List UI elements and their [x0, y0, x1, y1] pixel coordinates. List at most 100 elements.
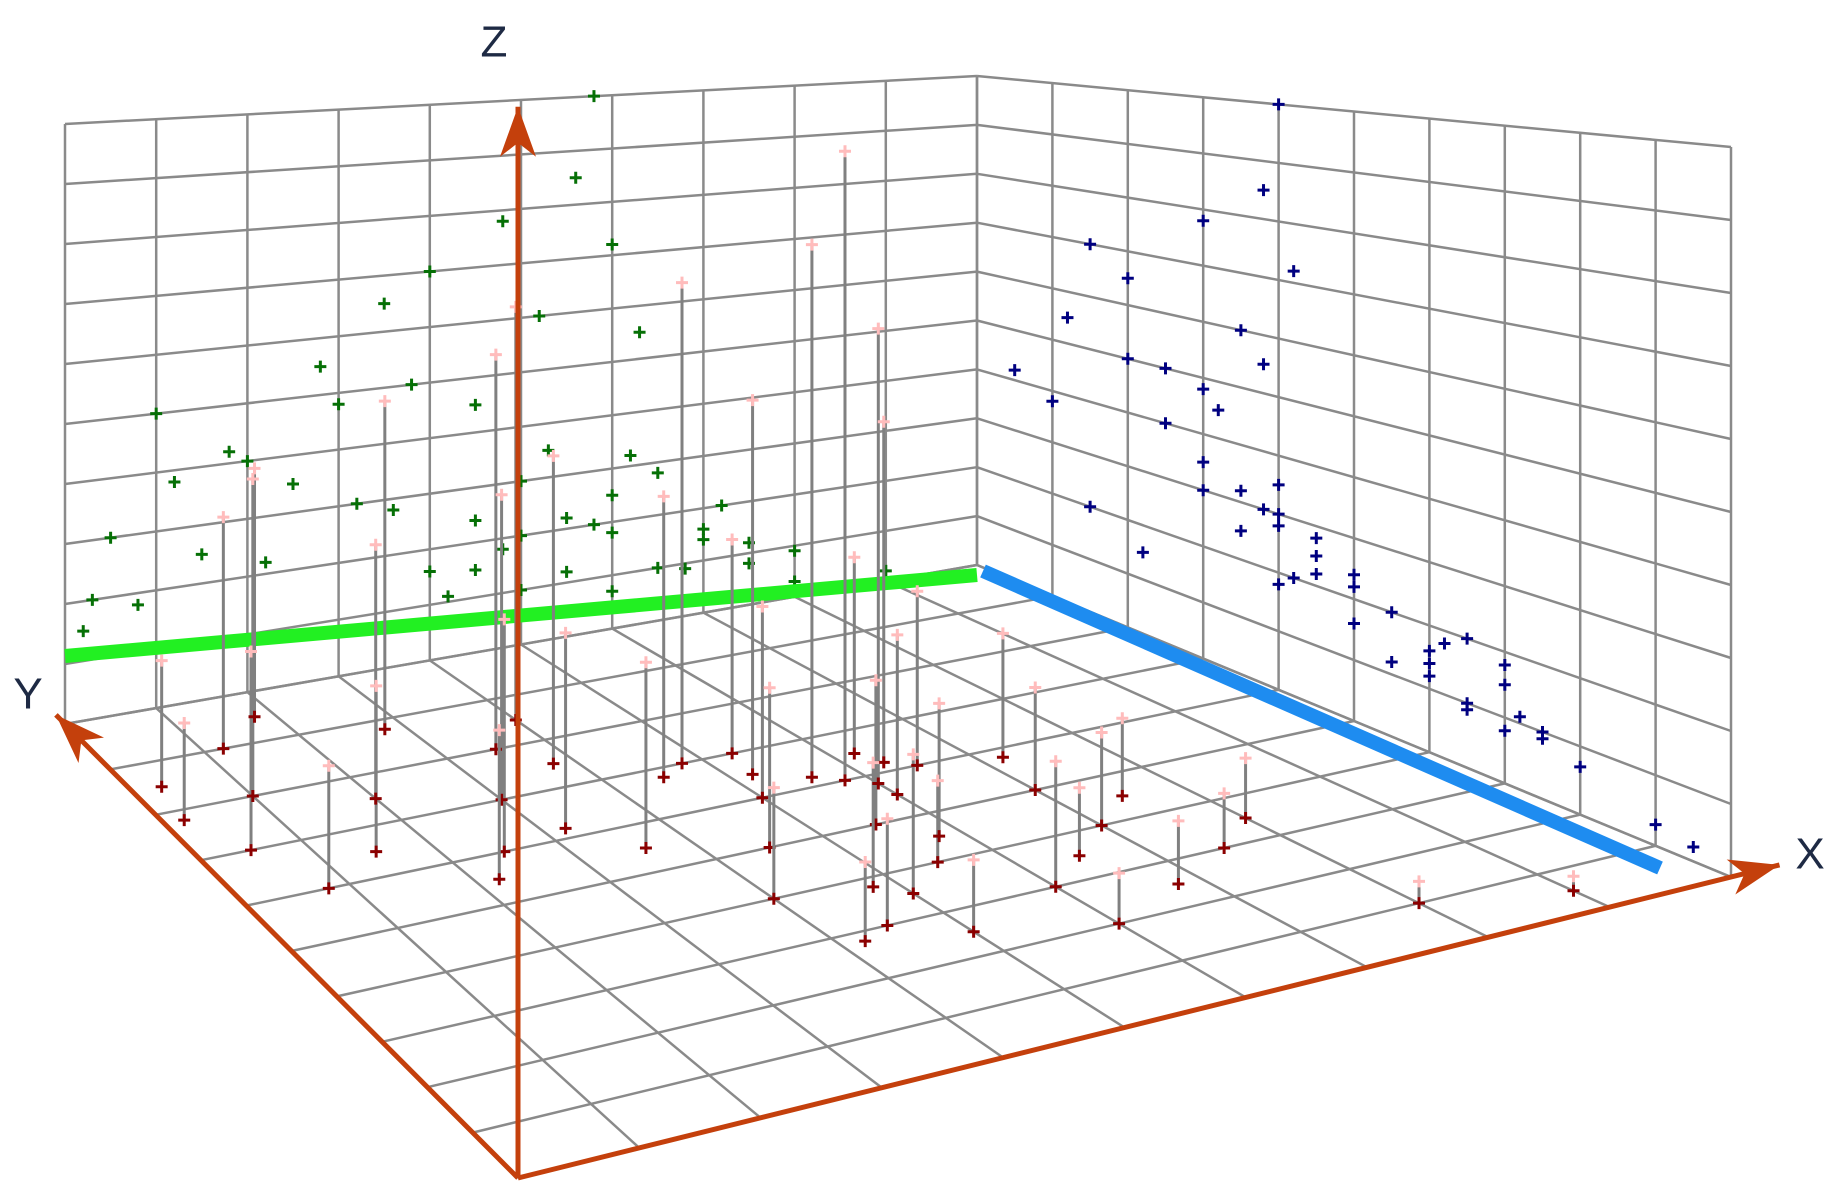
- point: [639, 656, 652, 669]
- wall-projection-point: [1438, 637, 1451, 650]
- wall-projection-point: [1257, 503, 1270, 516]
- wall-grid-line: [976, 466, 1732, 733]
- floor-point: [1095, 819, 1108, 832]
- wall-projection-point: [1310, 550, 1323, 563]
- wall-projection-point: [606, 526, 619, 539]
- floor-point: [155, 780, 168, 793]
- x-axis-label: X: [1795, 830, 1824, 879]
- wall-projection-point: [1234, 324, 1247, 337]
- point: [1095, 726, 1108, 739]
- floor-point: [322, 882, 335, 895]
- point: [493, 724, 506, 737]
- floor-point: [657, 771, 670, 784]
- wall-projection-point: [560, 511, 573, 524]
- floor-grid-line: [381, 782, 1506, 1044]
- wall-grid-line: [976, 172, 1732, 295]
- floor-point: [931, 856, 944, 869]
- point: [1073, 781, 1086, 794]
- point: [498, 613, 511, 626]
- point: [1567, 870, 1580, 883]
- point: [911, 585, 924, 598]
- point: [559, 626, 572, 639]
- wall-projection-point: [150, 407, 163, 420]
- point: [547, 449, 560, 462]
- point: [676, 276, 689, 289]
- point: [891, 628, 904, 641]
- wall-projection-point: [1498, 659, 1511, 672]
- floor-point: [245, 844, 258, 857]
- floor-grid-line: [110, 594, 1053, 771]
- wall-projection-point: [624, 449, 637, 462]
- wall-projection-point: [1272, 519, 1285, 532]
- point: [838, 145, 851, 158]
- wall-projection-point: [1046, 395, 1059, 408]
- wall-projection-point: [350, 497, 363, 510]
- wall-projection-point: [469, 514, 482, 527]
- wall-projection-point: [131, 598, 144, 611]
- wall-projection-point: [1498, 678, 1511, 691]
- wall-projection-point: [405, 378, 418, 391]
- wall-projection-point: [1061, 311, 1074, 324]
- floor-point: [848, 747, 861, 760]
- wall-projections: [77, 90, 1700, 854]
- floor-point: [907, 887, 920, 900]
- point: [996, 627, 1009, 640]
- stems: [155, 151, 1580, 948]
- wall-projection-point: [1649, 818, 1662, 831]
- wall-projection-point: [606, 585, 619, 598]
- point: [657, 490, 670, 503]
- wall-projection-point: [697, 523, 710, 536]
- point: [907, 748, 920, 761]
- wall-projection-point: [1498, 724, 1511, 737]
- floor-point: [676, 757, 689, 770]
- point: [872, 322, 885, 335]
- wall-projection-point: [1121, 352, 1134, 365]
- floor-point: [248, 710, 261, 723]
- y-axis-head: [55, 714, 104, 764]
- floor-point: [1049, 880, 1062, 893]
- wall-grid-line: [64, 368, 978, 486]
- wall-projection-point: [1461, 703, 1474, 716]
- wall-projection-point: [1234, 524, 1247, 537]
- fit-line-green: [64, 568, 978, 663]
- point: [1049, 755, 1062, 768]
- wall-grid-line: [976, 221, 1732, 368]
- wall-projection-point: [378, 297, 391, 310]
- floor-point: [726, 747, 739, 760]
- axes: [54, 106, 1781, 1181]
- y-axis: [54, 713, 520, 1180]
- wall-projection-point: [1385, 606, 1398, 619]
- wall-projection-point: [1257, 184, 1270, 197]
- wall-projection-point: [1687, 841, 1700, 854]
- y-axis-label: Y: [13, 670, 42, 719]
- floor-point: [756, 791, 769, 804]
- floor-point: [369, 792, 382, 805]
- point: [1172, 814, 1185, 827]
- point: [248, 462, 261, 475]
- wall-projection-point: [168, 475, 181, 488]
- fit-line-blue: [980, 564, 1663, 875]
- wall-projection-point: [423, 265, 436, 278]
- point: [245, 645, 258, 658]
- point: [369, 538, 382, 551]
- floor-point: [877, 756, 890, 769]
- floor-point: [872, 777, 885, 790]
- wall-projection-point: [1348, 580, 1360, 593]
- point: [848, 551, 861, 564]
- point: [1239, 752, 1252, 765]
- wall-grid-line: [64, 221, 978, 306]
- wall-projection-point: [1234, 484, 1247, 497]
- wall-grid-line: [64, 319, 978, 426]
- point: [763, 681, 776, 694]
- point: [746, 394, 759, 407]
- point: [1218, 787, 1231, 800]
- wall-projection-point: [1423, 644, 1436, 657]
- wall-projection-point: [387, 503, 400, 516]
- wall-grid-line: [64, 270, 978, 366]
- floor-point: [1567, 884, 1580, 897]
- wall-grid-line: [64, 74, 978, 126]
- point: [1413, 875, 1426, 888]
- wall-projection-point: [469, 398, 482, 411]
- wall-projection-point: [560, 565, 573, 578]
